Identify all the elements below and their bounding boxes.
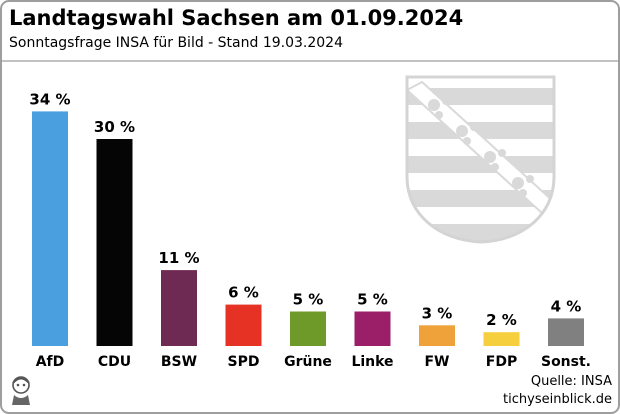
- chart-subtitle: Sonntagsfrage INSA für Bild - Stand 19.0…: [9, 35, 343, 51]
- source-note: Quelle: INSA: [530, 374, 612, 389]
- category-label-6: FW: [424, 354, 449, 370]
- value-label-6: 3 %: [422, 304, 453, 322]
- saxony-coat-of-arms-icon: [405, 75, 556, 244]
- bar-6: [419, 325, 455, 346]
- category-label-8: Sonst.: [541, 354, 591, 370]
- value-label-7: 2 %: [486, 311, 517, 329]
- category-label-7: FDP: [486, 354, 517, 370]
- value-label-4: 5 %: [293, 291, 324, 309]
- value-label-8: 4 %: [551, 297, 582, 315]
- bar-4: [290, 311, 326, 346]
- site-url: tichyseinblick.de: [503, 392, 612, 407]
- chart-title: Landtagswahl Sachsen am 01.09.2024: [9, 6, 464, 30]
- value-label-1: 30 %: [94, 118, 135, 136]
- title-divider: [2, 60, 618, 62]
- category-label-1: CDU: [98, 354, 131, 370]
- category-label-4: Grüne: [284, 354, 332, 370]
- bar-3: [225, 304, 262, 346]
- value-label-2: 11 %: [158, 249, 199, 267]
- bar-0: [32, 111, 68, 347]
- bar-1: [96, 139, 133, 346]
- category-label-3: SPD: [228, 354, 260, 370]
- category-label-5: Linke: [351, 354, 393, 370]
- bar-5: [354, 311, 391, 346]
- bar-7: [483, 332, 520, 346]
- value-label-5: 5 %: [357, 291, 388, 309]
- publisher-logo-icon: [12, 376, 30, 405]
- category-label-2: BSW: [161, 354, 197, 370]
- bar-2: [161, 270, 197, 346]
- value-label-3: 6 %: [228, 284, 259, 302]
- value-label-0: 34 %: [29, 90, 70, 108]
- bar-8: [548, 318, 584, 346]
- category-label-0: AfD: [36, 354, 65, 370]
